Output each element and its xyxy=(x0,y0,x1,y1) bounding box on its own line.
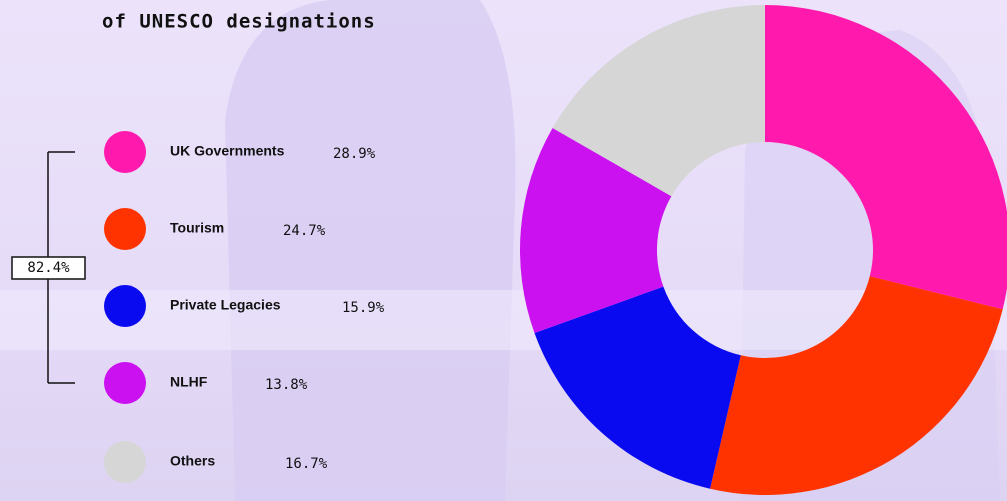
legend-label: Others xyxy=(170,453,215,469)
legend-label: UK Governments xyxy=(170,143,285,159)
bracket-label: 82.4% xyxy=(27,260,70,276)
legend-label: NLHF xyxy=(170,374,208,390)
legend-swatch xyxy=(104,441,146,483)
value-label: 28.9% xyxy=(333,146,376,162)
value-label: 16.7% xyxy=(285,456,328,472)
value-label: 15.9% xyxy=(342,300,385,316)
donut-segment xyxy=(534,286,741,489)
stone-shape xyxy=(225,0,516,501)
donut-segment xyxy=(710,276,1003,495)
legend-swatch xyxy=(104,285,146,327)
value-label: 24.7% xyxy=(283,223,326,239)
legend-swatch xyxy=(104,131,146,173)
donut-segment xyxy=(520,127,672,333)
donut-segment xyxy=(765,5,1007,310)
legend-swatch xyxy=(104,208,146,250)
legend-swatch xyxy=(104,362,146,404)
bracket: 82.4% xyxy=(11,151,86,384)
donut-segment xyxy=(552,5,765,197)
legend-label: Private Legacies xyxy=(170,297,281,313)
bracket-box xyxy=(11,256,86,280)
value-label: 13.8% xyxy=(265,377,308,393)
chart-title: of UNESCO designations xyxy=(102,11,376,33)
legend-label: Tourism xyxy=(170,220,224,236)
